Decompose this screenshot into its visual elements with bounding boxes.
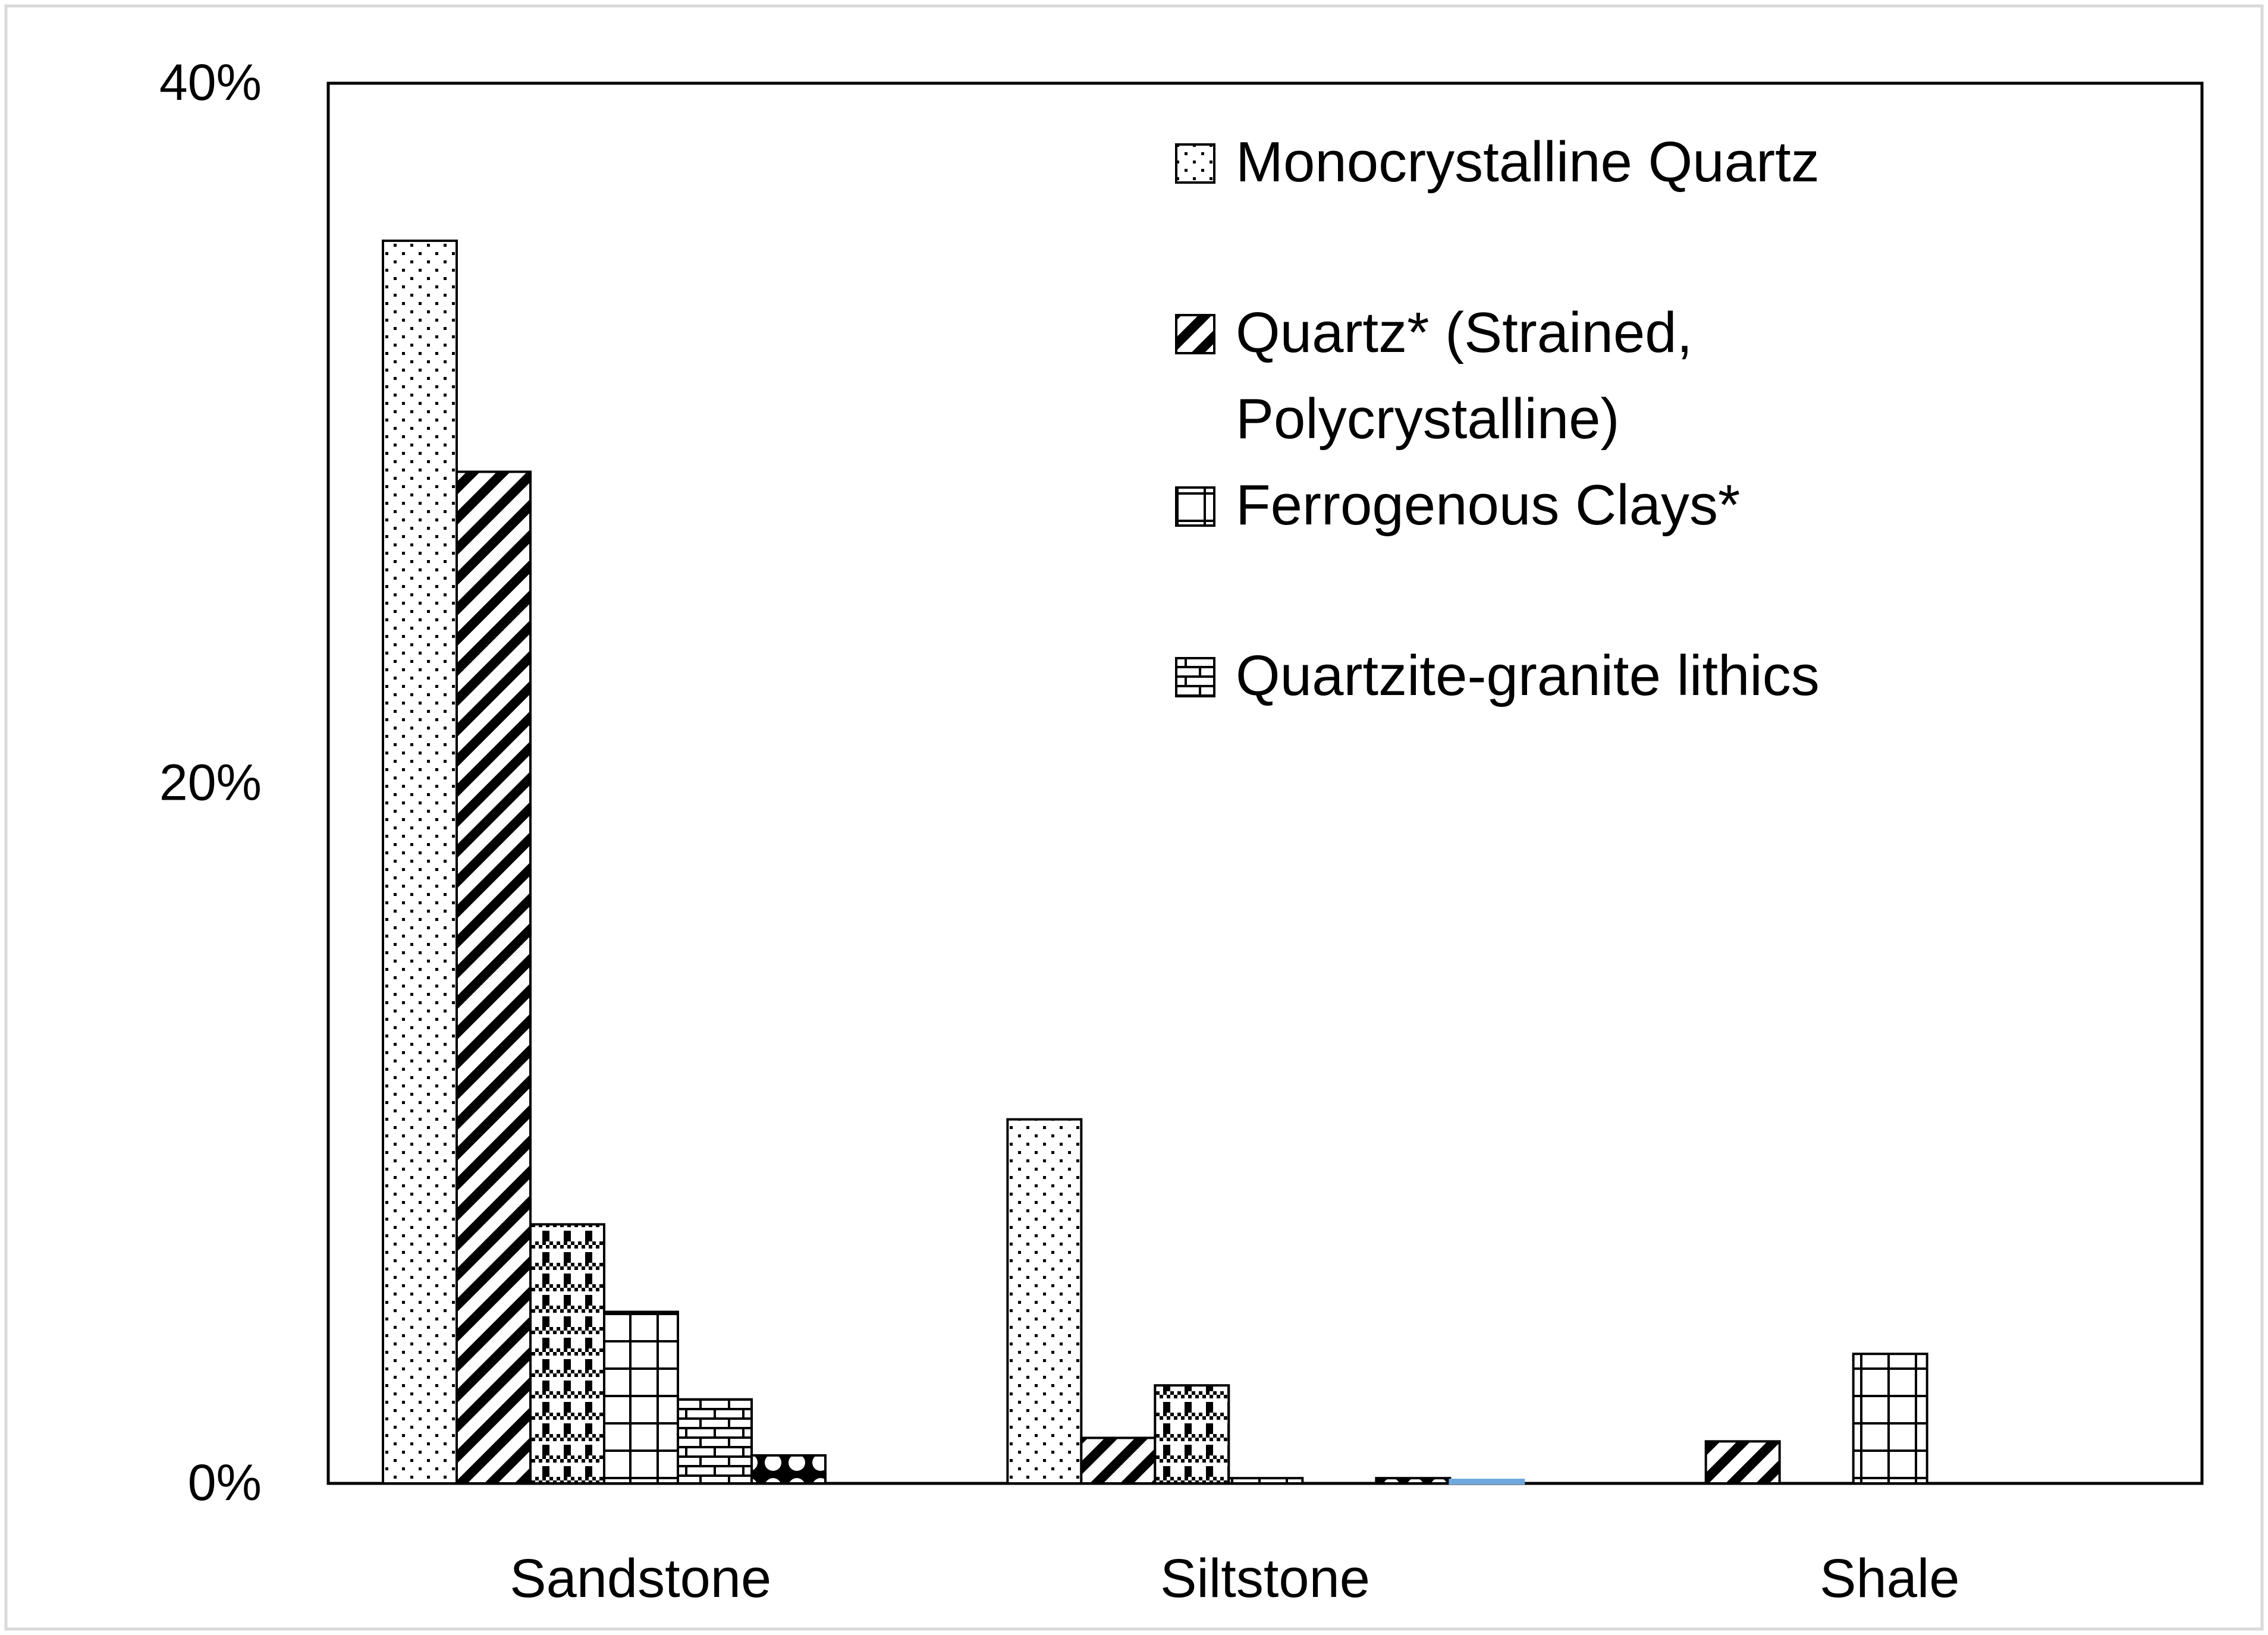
bar-shale-series-2: [1704, 1440, 1781, 1485]
bar-siltstone-series-6: [1375, 1477, 1452, 1485]
legend-label: Quartz* (Strained,: [1236, 301, 1692, 364]
legend-label: Polycrystalline): [1236, 387, 1620, 451]
bar-siltstone-series-7: [1449, 1479, 1525, 1485]
legend-label: Quartzite-granite lithics: [1236, 644, 1820, 708]
bar-sandstone-series-1: [382, 239, 458, 1485]
x-category-label: Siltstone: [1160, 1548, 1370, 1609]
bar-siltstone-series-2: [1080, 1436, 1157, 1485]
bar-sandstone-series-6: [750, 1454, 827, 1485]
legend-label: Monocrystalline Quartz: [1236, 130, 1820, 194]
bar-shale-series-4: [1852, 1353, 1928, 1485]
legend-swatch: [1175, 486, 1215, 527]
bar-sandstone-series-3: [529, 1223, 605, 1485]
bar-siltstone-series-1: [1006, 1118, 1083, 1485]
y-tick-label: 20%: [159, 754, 262, 812]
bar-sandstone-series-4: [603, 1310, 679, 1485]
bar-siltstone-series-4: [1227, 1477, 1304, 1485]
bar-siltstone-series-3: [1154, 1384, 1230, 1485]
legend-label: Ferrogenous Clays*: [1236, 473, 1740, 537]
bar-sandstone-series-2: [456, 470, 532, 1485]
legend-swatch: [1175, 657, 1215, 697]
x-category-label: Sandstone: [510, 1548, 771, 1609]
y-tick-label: 40%: [159, 54, 262, 111]
legend-swatch: [1175, 143, 1215, 184]
bar-sandstone-series-5: [677, 1398, 753, 1485]
legend-swatch: [1175, 314, 1215, 354]
x-category-label: Shale: [1820, 1548, 1959, 1609]
y-tick-label: 0%: [188, 1454, 262, 1511]
